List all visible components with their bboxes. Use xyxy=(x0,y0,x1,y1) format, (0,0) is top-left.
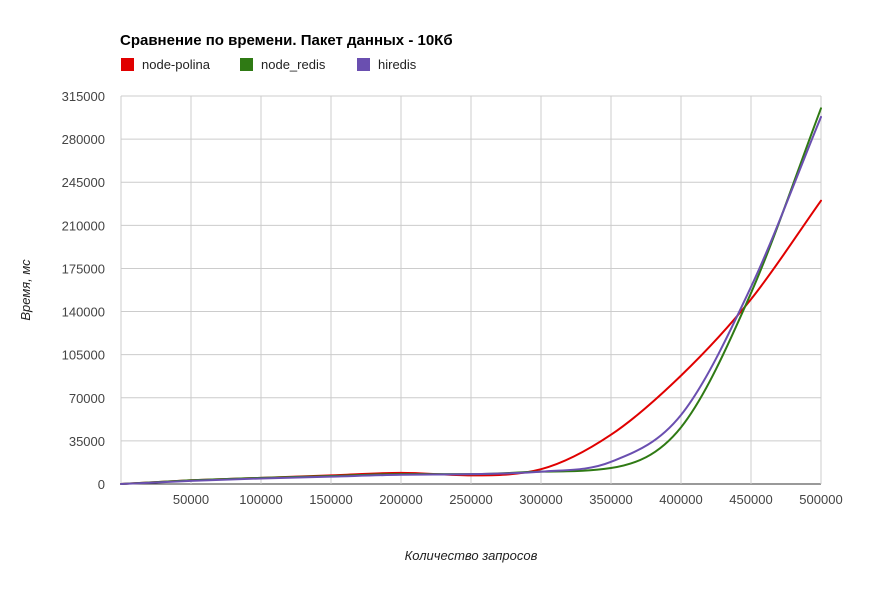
y-tick-label: 140000 xyxy=(62,305,105,320)
x-axis-ticks: 50000 100000 150000 200000 250000 300000 35000… xyxy=(173,492,843,507)
x-tick-label: 200000 xyxy=(379,492,422,507)
x-axis-title: Количество запросов xyxy=(405,548,538,563)
y-tick-label: 0 xyxy=(98,477,105,492)
legend-item[interactable]: hiredis xyxy=(357,57,417,72)
y-tick-label: 105000 xyxy=(62,348,105,363)
gridlines xyxy=(120,95,822,485)
y-axis-title: Время, мс xyxy=(18,259,33,321)
legend-item[interactable]: node-polina xyxy=(121,57,211,72)
y-tick-label: 175000 xyxy=(62,261,105,276)
x-tick-label: 250000 xyxy=(449,492,492,507)
series-line-hiredis xyxy=(120,115,822,485)
x-tick-label: 50000 xyxy=(173,492,209,507)
y-tick-label: 315000 xyxy=(62,89,105,104)
x-tick-label: 150000 xyxy=(309,492,352,507)
y-tick-label: 280000 xyxy=(62,132,105,147)
x-tick-label: 400000 xyxy=(659,492,702,507)
y-axis-ticks: 0 35000 70000 105000 140000 175000 210000 24500… xyxy=(62,89,105,492)
series-lines xyxy=(120,107,822,485)
legend-label: node-polina xyxy=(142,57,211,72)
x-tick-label: 350000 xyxy=(589,492,632,507)
y-tick-label: 70000 xyxy=(69,391,105,406)
x-tick-label: 450000 xyxy=(729,492,772,507)
y-tick-label: 210000 xyxy=(62,218,105,233)
y-tick-label: 245000 xyxy=(62,175,105,190)
legend-swatch xyxy=(121,58,134,71)
legend-swatch xyxy=(240,58,253,71)
legend-swatch xyxy=(357,58,370,71)
x-tick-label: 100000 xyxy=(239,492,282,507)
y-tick-label: 35000 xyxy=(69,434,105,449)
x-tick-label: 500000 xyxy=(799,492,842,507)
legend: node-polina node_redis hiredis xyxy=(121,57,417,72)
x-tick-label: 300000 xyxy=(519,492,562,507)
legend-label: hiredis xyxy=(378,57,417,72)
chart-title: Сравнение по времени. Пакет данных - 10К… xyxy=(120,32,453,49)
legend-label: node_redis xyxy=(261,57,326,72)
legend-item[interactable]: node_redis xyxy=(240,57,326,72)
